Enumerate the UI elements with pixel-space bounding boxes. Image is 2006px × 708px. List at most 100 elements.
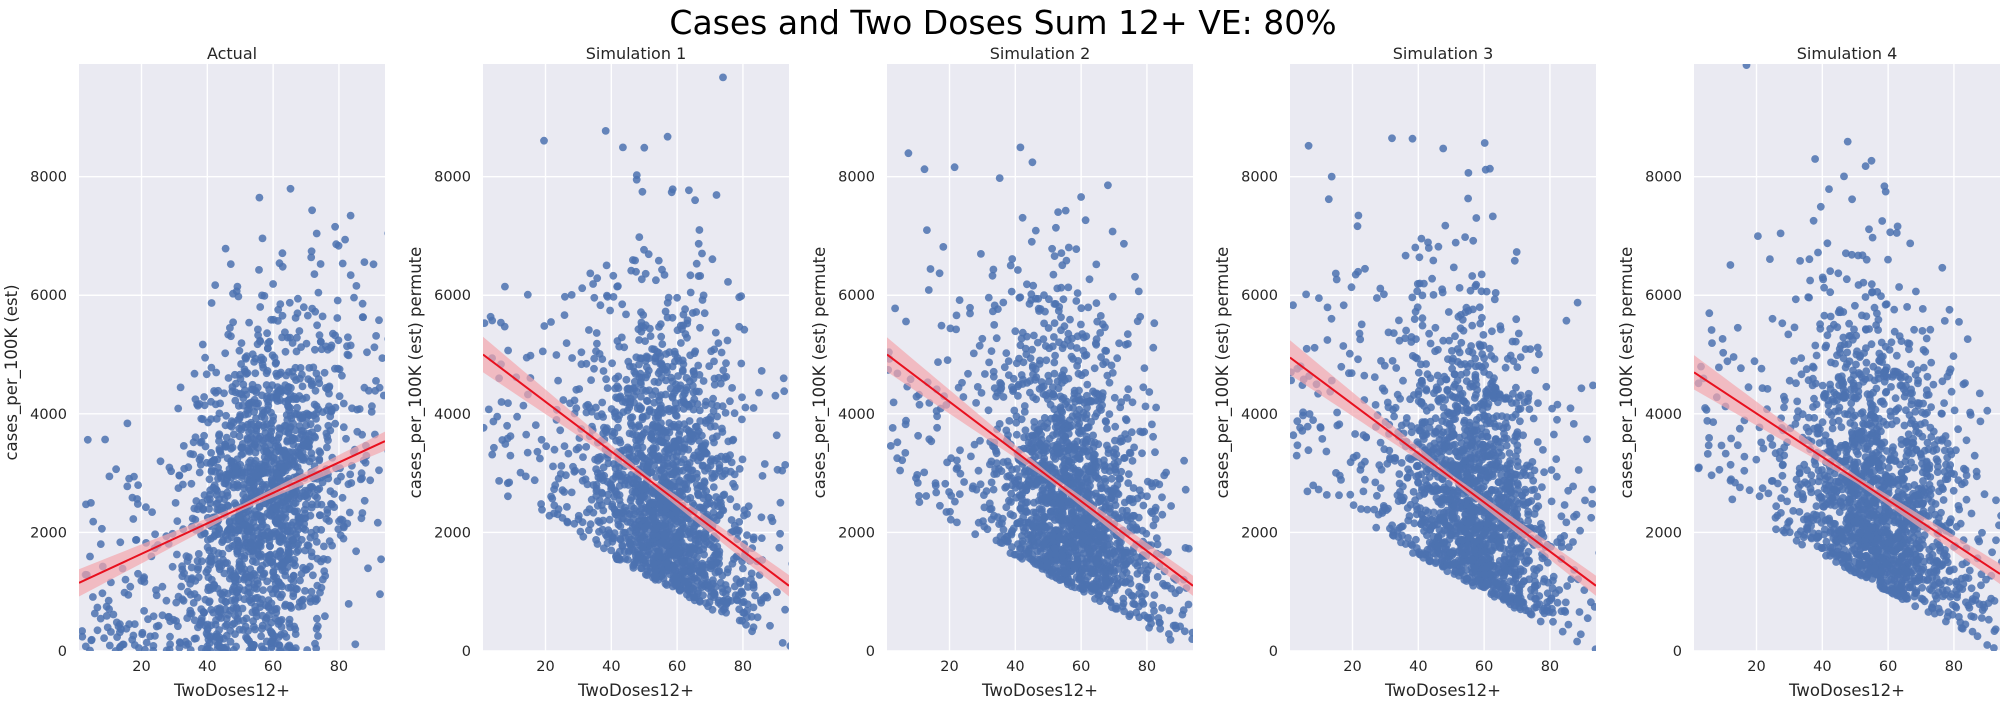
data-point bbox=[98, 524, 106, 533]
data-point bbox=[151, 632, 159, 640]
data-point bbox=[1012, 430, 1021, 439]
data-point bbox=[135, 644, 143, 651]
data-point bbox=[662, 376, 670, 385]
data-point bbox=[162, 596, 171, 605]
data-point bbox=[1017, 334, 1026, 343]
data-point bbox=[226, 260, 235, 268]
data-point bbox=[550, 445, 559, 454]
data-point bbox=[635, 233, 644, 242]
data-point bbox=[678, 568, 686, 576]
data-point bbox=[294, 294, 302, 303]
data-point bbox=[694, 361, 703, 370]
data-point bbox=[259, 586, 267, 594]
data-point bbox=[274, 388, 282, 397]
data-point bbox=[753, 613, 762, 622]
data-point bbox=[639, 462, 647, 471]
data-point bbox=[306, 420, 315, 429]
data-point bbox=[289, 592, 298, 601]
data-point bbox=[312, 229, 321, 238]
data-point bbox=[1158, 604, 1166, 612]
data-point bbox=[1058, 508, 1067, 517]
data-point bbox=[186, 646, 195, 651]
data-point bbox=[142, 503, 150, 512]
data-point bbox=[1105, 410, 1114, 418]
data-point bbox=[575, 385, 584, 393]
data-point bbox=[308, 206, 316, 215]
data-point bbox=[102, 612, 111, 620]
data-point bbox=[339, 423, 348, 432]
data-point bbox=[1104, 181, 1112, 190]
data-point bbox=[269, 568, 277, 577]
data-point bbox=[1018, 213, 1027, 222]
data-point bbox=[295, 327, 304, 335]
data-point bbox=[594, 453, 602, 462]
data-point bbox=[977, 250, 985, 258]
data-point bbox=[655, 323, 663, 331]
data-point bbox=[655, 392, 663, 401]
data-point bbox=[242, 354, 250, 363]
data-point bbox=[246, 523, 255, 532]
data-point bbox=[778, 466, 787, 475]
data-point bbox=[652, 276, 660, 285]
data-point bbox=[1022, 486, 1031, 495]
data-point bbox=[678, 367, 687, 376]
data-point bbox=[707, 413, 715, 421]
data-point bbox=[973, 383, 982, 391]
data-point bbox=[635, 402, 644, 411]
data-point bbox=[692, 480, 701, 489]
data-point bbox=[298, 382, 307, 391]
data-point bbox=[628, 545, 637, 554]
data-point bbox=[1150, 607, 1158, 615]
data-point bbox=[912, 392, 921, 401]
data-point bbox=[89, 593, 97, 601]
data-point bbox=[195, 468, 204, 477]
data-point bbox=[738, 393, 746, 402]
data-point bbox=[1137, 583, 1146, 592]
data-point bbox=[232, 603, 241, 611]
data-point bbox=[999, 525, 1008, 534]
data-point bbox=[1108, 292, 1117, 301]
data-point bbox=[1009, 374, 1018, 383]
data-point bbox=[180, 464, 189, 473]
data-point bbox=[96, 540, 105, 548]
data-point bbox=[522, 353, 531, 362]
data-point bbox=[204, 536, 212, 544]
data-point bbox=[1066, 342, 1075, 350]
data-point bbox=[1050, 358, 1059, 367]
data-point bbox=[251, 625, 259, 634]
data-point bbox=[955, 490, 964, 498]
data-point bbox=[708, 474, 717, 482]
data-point bbox=[236, 370, 244, 379]
x-axis-label: TwoDoses12+ bbox=[173, 681, 290, 700]
x-tick-label: 80 bbox=[330, 659, 348, 675]
data-point bbox=[235, 346, 244, 355]
data-point bbox=[101, 435, 109, 444]
data-point bbox=[966, 309, 974, 318]
data-point bbox=[289, 572, 298, 580]
data-point bbox=[498, 436, 507, 444]
data-point bbox=[585, 403, 594, 412]
data-point bbox=[306, 562, 314, 571]
data-point bbox=[1018, 537, 1027, 546]
data-point bbox=[744, 583, 752, 591]
data-point bbox=[255, 193, 264, 202]
data-point bbox=[726, 451, 734, 459]
data-point bbox=[660, 531, 668, 540]
y-tick-label: 4000 bbox=[30, 407, 67, 423]
data-point bbox=[1115, 339, 1123, 348]
data-point bbox=[255, 539, 264, 547]
data-point bbox=[241, 410, 250, 419]
data-point bbox=[586, 269, 595, 278]
data-point bbox=[671, 545, 680, 553]
data-point bbox=[689, 374, 698, 383]
data-point bbox=[231, 595, 240, 603]
data-point bbox=[1103, 425, 1111, 433]
data-point bbox=[572, 445, 581, 454]
data-point bbox=[1020, 408, 1029, 416]
data-point bbox=[1005, 417, 1014, 425]
data-point bbox=[683, 316, 692, 325]
data-point bbox=[1093, 473, 1101, 482]
data-point bbox=[278, 311, 287, 320]
data-point bbox=[493, 412, 502, 421]
data-point bbox=[1011, 327, 1020, 336]
